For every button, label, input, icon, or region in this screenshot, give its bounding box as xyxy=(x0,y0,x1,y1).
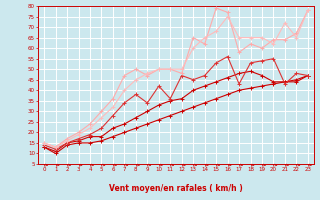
X-axis label: Vent moyen/en rafales ( km/h ): Vent moyen/en rafales ( km/h ) xyxy=(109,184,243,193)
